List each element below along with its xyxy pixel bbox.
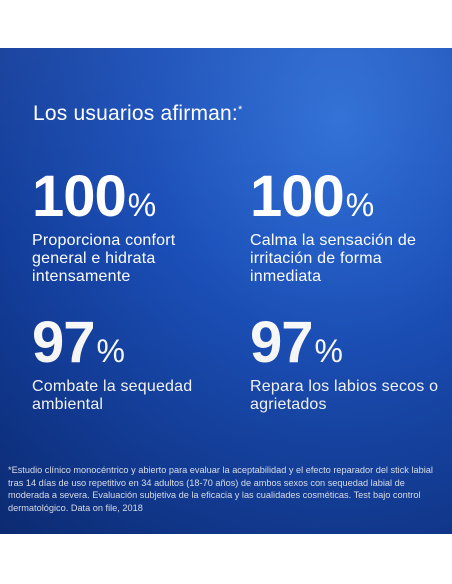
stat-number: 100 bbox=[250, 164, 345, 229]
stat-unit: % bbox=[96, 333, 125, 369]
stat-repair: 97% Repara los labios secos o agrietados bbox=[250, 314, 440, 414]
stat-number: 100 bbox=[32, 164, 127, 229]
stat-value: 100% bbox=[250, 168, 440, 226]
headline-text: Los usuarios afirman: bbox=[33, 102, 238, 125]
stat-description: Combate la sequedad ambiental bbox=[32, 378, 193, 413]
stat-unit: % bbox=[127, 187, 156, 223]
stat-value: 97% bbox=[250, 314, 440, 372]
stat-value: 97% bbox=[32, 314, 222, 372]
stat-unit: % bbox=[314, 333, 343, 369]
stat-dryness: 97% Combate la sequedad ambiental bbox=[32, 314, 222, 414]
claims-panel: Los usuarios afirman:* 100% Proporciona … bbox=[0, 48, 452, 534]
stat-number: 97 bbox=[32, 310, 96, 375]
stat-value: 100% bbox=[32, 168, 222, 226]
stat-description: Repara los labios secos o agrietados bbox=[250, 378, 439, 413]
stat-comfort: 100% Proporciona confort general e hidra… bbox=[32, 168, 222, 286]
stat-calm: 100% Calma la sensación de irritación de… bbox=[250, 168, 440, 286]
stat-unit: % bbox=[345, 187, 374, 223]
headline: Los usuarios afirman:* bbox=[33, 102, 242, 126]
stat-description: Proporciona confort general e hidrata in… bbox=[32, 232, 176, 285]
stat-number: 97 bbox=[250, 310, 314, 375]
footnote-marker: * bbox=[237, 104, 243, 116]
stat-description: Calma la sensación de irritación de form… bbox=[250, 232, 417, 285]
footnote: *Estudio clínico monocéntrico y abierto … bbox=[8, 465, 433, 513]
